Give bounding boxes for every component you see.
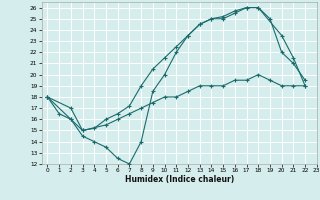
X-axis label: Humidex (Indice chaleur): Humidex (Indice chaleur): [124, 175, 234, 184]
